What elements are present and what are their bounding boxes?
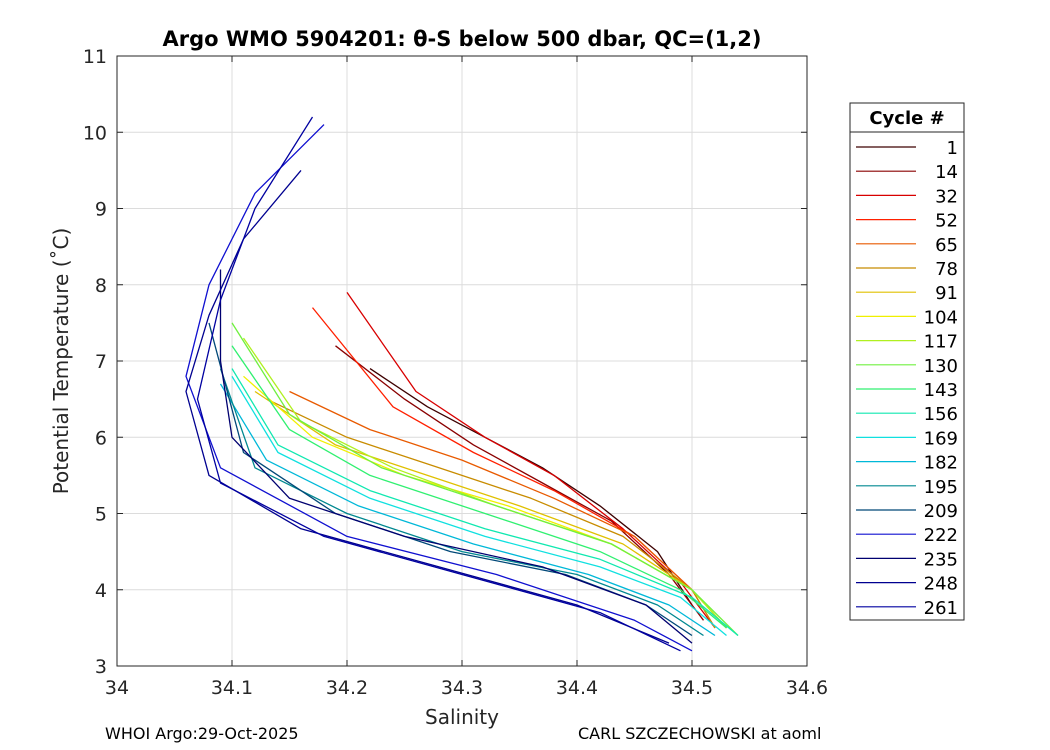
y-tick-label: 5 <box>95 504 107 526</box>
series-line-cycle-169 <box>231 375 727 637</box>
legend-label-cycle-65: 65 <box>935 235 958 256</box>
x-tick-label: 34.3 <box>441 677 483 699</box>
legend: Cycle # 11432526578911041171301431561691… <box>849 102 965 621</box>
y-tick-label: 10 <box>83 122 107 144</box>
x-tick-label: 34 <box>105 677 129 699</box>
y-tick-label: 9 <box>95 199 107 221</box>
series-line-cycle-143 <box>231 345 727 629</box>
y-tick-label: 6 <box>95 427 107 449</box>
legend-label-cycle-182: 182 <box>924 453 958 474</box>
legend-entries: 1 14 32 52 65 78 91 104 117 130 143 156 169 182 195 209… <box>856 138 958 619</box>
y-tick-label: 7 <box>95 351 107 373</box>
x-tick-label: 34.2 <box>326 677 368 699</box>
series-line-cycle-248 <box>185 169 670 644</box>
series-line-cycle-156 <box>231 368 739 637</box>
legend-label-cycle-130: 130 <box>924 356 958 377</box>
legend-label-cycle-248: 248 <box>924 574 958 595</box>
chart-title: Argo WMO 5904201: θ-S below 500 dbar, QC… <box>163 27 762 51</box>
legend-label-cycle-1: 1 <box>947 138 958 159</box>
data-series <box>185 116 739 652</box>
legend-label-cycle-52: 52 <box>935 211 958 232</box>
series-line-cycle-222 <box>185 124 693 652</box>
series-line-cycle-195 <box>219 368 704 637</box>
x-axis-label: Salinity <box>425 705 499 729</box>
legend-label-cycle-169: 169 <box>924 428 958 449</box>
legend-label-cycle-222: 222 <box>924 525 958 546</box>
footer-right: CARL SZCZECHOWSKI at aoml <box>578 724 822 743</box>
series-line-cycle-182 <box>219 383 716 637</box>
y-tick-label: 3 <box>95 656 107 678</box>
legend-label-cycle-143: 143 <box>924 380 958 401</box>
series-line-cycle-235 <box>219 269 693 644</box>
x-tick-label: 34.6 <box>786 677 828 699</box>
legend-label-cycle-235: 235 <box>924 549 958 570</box>
legend-label-cycle-209: 209 <box>924 501 958 522</box>
legend-label-cycle-117: 117 <box>924 332 958 353</box>
series-line-cycle-1 <box>369 368 693 606</box>
legend-label-cycle-156: 156 <box>924 404 958 425</box>
y-tick-label: 11 <box>83 46 107 68</box>
series-line-cycle-261 <box>196 116 681 652</box>
legend-label-cycle-195: 195 <box>924 477 958 498</box>
footer-left: WHOI Argo:29-Oct-2025 <box>105 724 299 743</box>
x-tick-label: 34.1 <box>211 677 253 699</box>
legend-title: Cycle # <box>869 108 944 129</box>
y-axis-label: Potential Temperature (˚C) <box>49 228 73 495</box>
x-tick-label: 34.4 <box>556 677 598 699</box>
legend-label-cycle-14: 14 <box>935 162 958 183</box>
legend-label-cycle-91: 91 <box>935 283 958 304</box>
y-tick-label: 4 <box>95 580 107 602</box>
x-tick-label: 34.5 <box>671 677 713 699</box>
legend-label-cycle-78: 78 <box>935 259 958 280</box>
legend-label-cycle-104: 104 <box>924 307 958 328</box>
legend-label-cycle-261: 261 <box>924 598 958 619</box>
legend-label-cycle-32: 32 <box>935 186 958 207</box>
series-line-cycle-130 <box>231 322 739 636</box>
y-tick-label: 8 <box>95 275 107 297</box>
